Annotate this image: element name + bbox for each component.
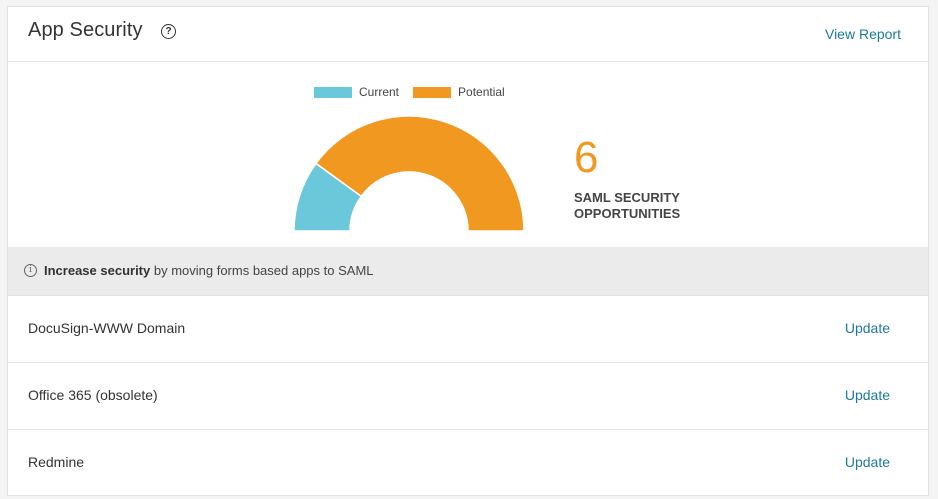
saml-opportunity-label: SAML SECURITY OPPORTUNITIES xyxy=(574,190,714,222)
chart-legend: Current Potential xyxy=(314,85,519,99)
info-rest-text: by moving forms based apps to SAML xyxy=(150,263,374,278)
legend-swatch-current xyxy=(314,86,352,98)
list-item: Office 365 (obsolete) Update xyxy=(8,363,928,430)
card-header: App Security ? View Report xyxy=(8,7,928,62)
list-item: Redmine Update xyxy=(8,430,928,495)
legend-item-current: Current xyxy=(314,85,399,99)
info-message: Increase security by moving forms based … xyxy=(44,263,374,278)
legend-label-potential: Potential xyxy=(458,85,505,99)
app-security-card: App Security ? View Report Current Poten… xyxy=(7,6,929,496)
legend-swatch-potential xyxy=(413,86,452,98)
app-name: DocuSign-WWW Domain xyxy=(28,320,186,336)
app-name: Redmine xyxy=(28,454,85,470)
update-button[interactable]: Update xyxy=(844,454,890,470)
saml-opportunity-count: 6 xyxy=(574,133,599,182)
info-icon: i xyxy=(24,264,37,277)
help-icon[interactable]: ? xyxy=(161,24,176,39)
legend-label-current: Current xyxy=(359,85,400,99)
update-button[interactable]: Update xyxy=(844,320,890,336)
list-item: DocuSign-WWW Domain Update xyxy=(8,296,928,363)
stat-label-line2: OPPORTUNITIES xyxy=(574,206,681,221)
security-chart: Current Potential 6 SAML SECURITY OPPORT… xyxy=(8,62,928,247)
view-report-link[interactable]: View Report xyxy=(824,26,901,42)
legend-item-potential: Potential xyxy=(413,85,505,99)
donut-slice-potential xyxy=(314,115,525,232)
info-bold-text: Increase security xyxy=(44,263,151,278)
update-button[interactable]: Update xyxy=(844,387,890,403)
half-donut-chart xyxy=(293,115,525,232)
app-name: Office 365 (obsolete) xyxy=(28,387,158,403)
card-title: App Security xyxy=(28,19,143,41)
stat-label-line1: SAML SECURITY xyxy=(574,190,680,205)
info-banner: i Increase security by moving forms base… xyxy=(8,247,928,296)
